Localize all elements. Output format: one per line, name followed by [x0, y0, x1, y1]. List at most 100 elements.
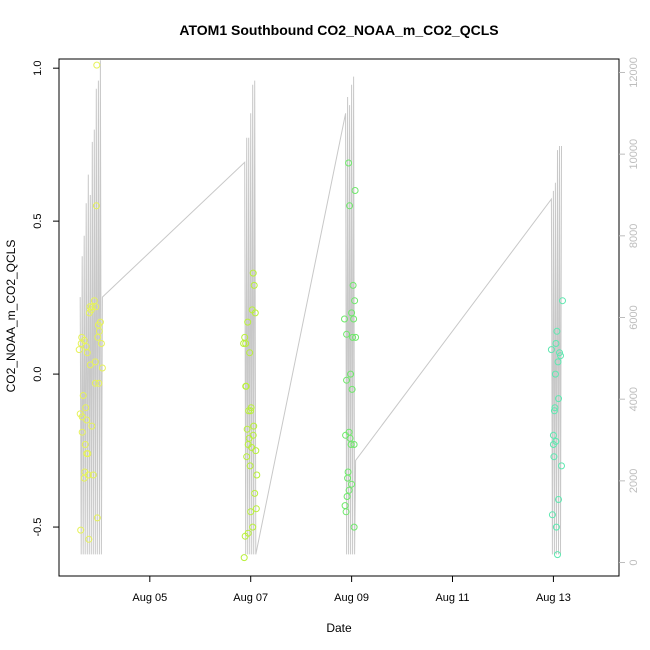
data-point	[348, 480, 356, 488]
data-point	[251, 309, 259, 317]
data-point	[552, 340, 560, 347]
data-point	[97, 340, 105, 347]
data-point	[252, 447, 260, 455]
data-point	[85, 535, 93, 543]
data-point	[558, 462, 565, 470]
data-point	[352, 333, 360, 341]
data-point	[341, 315, 348, 323]
data-point	[86, 361, 94, 369]
y-tick-label: 1.0	[32, 61, 44, 76]
data-point	[547, 346, 555, 354]
y-tick-label: 0.5	[32, 213, 44, 228]
data-point	[91, 379, 99, 387]
data-point	[343, 330, 351, 338]
y2-tick-label: 8000	[628, 224, 640, 248]
data-point	[342, 508, 350, 516]
x-tick-label: Aug 13	[536, 592, 571, 604]
data-point	[93, 514, 101, 522]
y2-tick-label: 4000	[628, 387, 640, 411]
data-point	[93, 61, 101, 69]
data-point	[551, 404, 559, 412]
data-point	[551, 370, 559, 378]
data-point	[95, 327, 103, 335]
data-point	[81, 441, 89, 448]
data-point	[244, 441, 252, 448]
data-point	[347, 441, 355, 448]
data-point	[554, 551, 561, 559]
data-point	[349, 333, 357, 341]
data-point	[98, 364, 106, 372]
y2-tick-label: 10000	[628, 139, 640, 170]
data-point	[244, 529, 252, 537]
data-point	[251, 489, 259, 497]
data-point	[351, 297, 359, 305]
data-point	[83, 416, 91, 424]
data-point	[345, 486, 353, 494]
data-point	[554, 358, 562, 366]
data-point	[250, 281, 258, 289]
x-tick-label: Aug 09	[334, 592, 369, 604]
y-axis: -0.5 0.0 0.5 1.0	[32, 61, 59, 537]
data-point	[79, 392, 87, 399]
data-point	[240, 554, 248, 562]
data-point	[344, 468, 352, 476]
data-point	[350, 441, 358, 448]
data-point	[80, 336, 88, 344]
data-point	[253, 471, 261, 479]
y-tick-label: 0.0	[32, 366, 44, 381]
data-point	[80, 474, 88, 482]
data-point	[550, 407, 558, 415]
altitude-line-group	[79, 60, 562, 555]
data-point	[550, 453, 558, 461]
x-tick-label: Aug 05	[132, 592, 167, 604]
y2-tick-label: 2000	[628, 469, 640, 493]
x-tick-label: Aug 07	[233, 592, 268, 604]
data-point	[249, 431, 257, 439]
y2-tick-label: 6000	[628, 305, 640, 329]
data-point	[346, 202, 354, 210]
data-point	[83, 450, 91, 458]
data-point	[91, 358, 99, 366]
data-point	[348, 385, 356, 393]
data-point	[246, 349, 254, 357]
data-point	[82, 404, 90, 412]
data-point	[249, 523, 257, 531]
data-point	[243, 425, 251, 433]
data-point	[243, 453, 251, 461]
data-point	[92, 202, 100, 210]
y2-axis: 0 2000 4000 6000 8000 10000 12000	[619, 57, 640, 566]
y-tick-label: -0.5	[32, 518, 44, 537]
altitude-line	[79, 60, 562, 555]
data-point	[92, 303, 100, 311]
y2-tick-label: 12000	[628, 57, 640, 88]
data-point	[557, 352, 564, 360]
data-point	[78, 428, 86, 436]
data-point	[88, 303, 96, 311]
data-point	[83, 349, 91, 357]
data-point	[343, 493, 351, 500]
data-point	[96, 318, 104, 326]
data-point	[556, 349, 563, 357]
data-point	[552, 523, 560, 531]
data-point	[548, 511, 556, 519]
data-point	[247, 407, 255, 415]
data-point	[242, 340, 250, 347]
x-axis-label: Date	[326, 621, 352, 635]
data-point	[247, 508, 255, 516]
data-point	[75, 346, 83, 354]
data-point	[89, 471, 97, 479]
data-point	[555, 496, 562, 503]
x-axis: Aug 05 Aug 07 Aug 09 Aug 11 Aug 13	[132, 576, 571, 604]
data-point	[349, 281, 357, 289]
data-point	[552, 437, 560, 445]
data-point	[88, 422, 96, 430]
data-point	[345, 159, 353, 167]
x-tick-label: Aug 11	[435, 592, 469, 604]
data-point	[555, 395, 562, 403]
data-point	[95, 379, 103, 387]
data-point	[252, 505, 260, 513]
data-point	[351, 187, 359, 194]
data-point	[249, 269, 257, 277]
data-point	[347, 370, 355, 378]
